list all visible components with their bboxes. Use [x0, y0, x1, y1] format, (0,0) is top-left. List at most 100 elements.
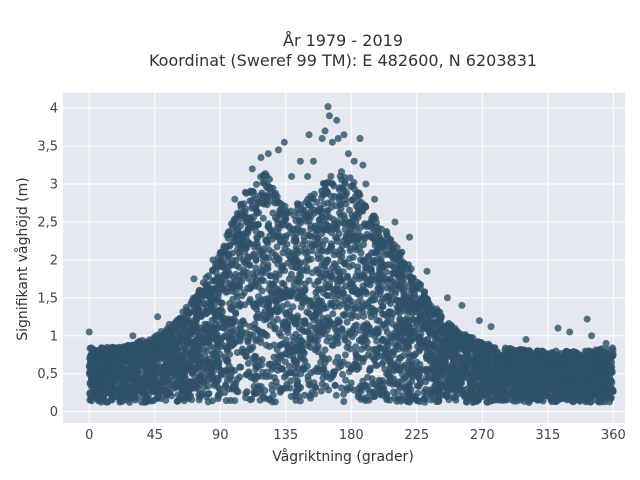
data-point — [315, 326, 323, 334]
chart-title: År 1979 - 2019 — [283, 31, 403, 50]
data-point — [435, 354, 443, 362]
data-point — [237, 201, 245, 209]
data-point — [271, 325, 279, 333]
data-point — [346, 174, 354, 182]
data-point — [221, 382, 229, 390]
data-point — [224, 357, 232, 364]
data-point — [208, 316, 216, 324]
data-point — [288, 348, 296, 356]
data-point — [373, 349, 381, 357]
data-point — [372, 219, 380, 227]
data-point — [434, 307, 442, 315]
data-point — [249, 343, 257, 351]
data-point — [417, 379, 424, 387]
data-point — [201, 383, 209, 391]
data-point — [443, 384, 451, 392]
data-point — [432, 363, 440, 371]
data-point — [313, 234, 321, 242]
data-point — [306, 302, 314, 310]
data-point — [358, 345, 366, 353]
data-point — [349, 253, 357, 261]
data-point — [306, 392, 314, 400]
data-point — [527, 377, 534, 385]
data-point — [221, 265, 229, 273]
data-point — [376, 265, 383, 273]
data-point — [244, 228, 252, 236]
data-point — [263, 314, 271, 322]
data-point — [318, 194, 326, 201]
data-point — [225, 335, 233, 343]
data-point — [326, 334, 334, 342]
data-point — [240, 289, 248, 297]
data-point — [426, 357, 434, 365]
data-point — [305, 328, 312, 336]
data-point — [359, 394, 367, 402]
data-point — [529, 349, 537, 357]
data-point — [187, 385, 195, 393]
data-point — [423, 368, 431, 376]
data-point — [136, 359, 144, 367]
data-point — [281, 358, 289, 366]
data-point — [313, 198, 321, 206]
data-point — [239, 269, 247, 277]
data-point — [336, 209, 343, 217]
data-point — [339, 370, 346, 378]
data-point — [386, 377, 393, 385]
data-point — [275, 329, 283, 337]
data-point — [314, 348, 322, 356]
data-point — [354, 390, 362, 398]
data-point — [595, 397, 603, 405]
data-point — [330, 260, 338, 268]
data-point — [317, 387, 325, 395]
data-point — [301, 365, 309, 373]
data-point — [254, 221, 262, 228]
data-point — [114, 349, 122, 357]
data-point — [273, 243, 281, 251]
data-point — [331, 381, 339, 389]
data-point — [453, 341, 461, 349]
data-point — [330, 182, 338, 190]
data-point — [392, 296, 400, 304]
data-point — [391, 394, 399, 401]
data-point — [298, 347, 306, 355]
data-point — [427, 386, 435, 394]
data-point — [573, 355, 581, 363]
data-point — [277, 387, 285, 394]
data-point — [346, 278, 354, 286]
data-point — [499, 397, 507, 404]
data-point — [170, 368, 178, 376]
data-point — [335, 195, 343, 203]
data-point — [339, 311, 347, 319]
data-point — [301, 391, 309, 399]
data-point — [204, 390, 212, 398]
data-point — [348, 328, 356, 336]
data-point — [341, 297, 349, 305]
data-point — [475, 379, 483, 387]
data-point — [253, 313, 260, 321]
data-point — [246, 240, 254, 248]
data-point — [263, 192, 271, 199]
data-point — [418, 296, 426, 304]
data-point — [186, 358, 194, 366]
data-point — [342, 376, 350, 384]
data-point — [297, 303, 305, 311]
data-point — [134, 366, 142, 373]
data-point — [348, 211, 356, 219]
data-point — [370, 389, 378, 397]
data-point — [304, 256, 312, 264]
data-point — [451, 393, 459, 401]
data-point — [422, 374, 430, 381]
data-point — [581, 347, 589, 355]
data-point — [383, 391, 391, 399]
data-point — [344, 229, 352, 237]
data-point — [291, 235, 299, 243]
data-point — [266, 272, 274, 280]
data-point — [258, 275, 266, 283]
data-point — [473, 397, 481, 405]
data-point — [297, 353, 305, 361]
data-point — [362, 326, 370, 334]
data-point — [196, 340, 204, 347]
data-point — [284, 329, 292, 337]
data-point — [343, 303, 351, 311]
data-point — [220, 324, 227, 332]
